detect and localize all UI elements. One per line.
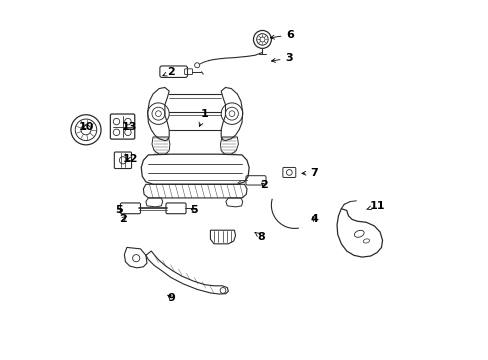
Text: 2: 2 bbox=[119, 215, 126, 224]
Text: 5: 5 bbox=[115, 206, 122, 216]
Text: 2: 2 bbox=[260, 180, 267, 190]
Text: 6: 6 bbox=[270, 30, 294, 40]
Text: 4: 4 bbox=[310, 215, 318, 224]
Text: 1: 1 bbox=[199, 109, 208, 126]
Text: 13: 13 bbox=[121, 122, 137, 132]
Text: 8: 8 bbox=[254, 232, 265, 242]
Text: 7: 7 bbox=[302, 168, 318, 178]
Text: 12: 12 bbox=[122, 154, 138, 164]
Text: 10: 10 bbox=[79, 122, 94, 132]
Text: 5: 5 bbox=[190, 206, 198, 216]
Text: 11: 11 bbox=[366, 201, 384, 211]
Text: 3: 3 bbox=[271, 53, 292, 63]
Text: 2: 2 bbox=[163, 67, 175, 77]
Text: 9: 9 bbox=[167, 293, 175, 303]
